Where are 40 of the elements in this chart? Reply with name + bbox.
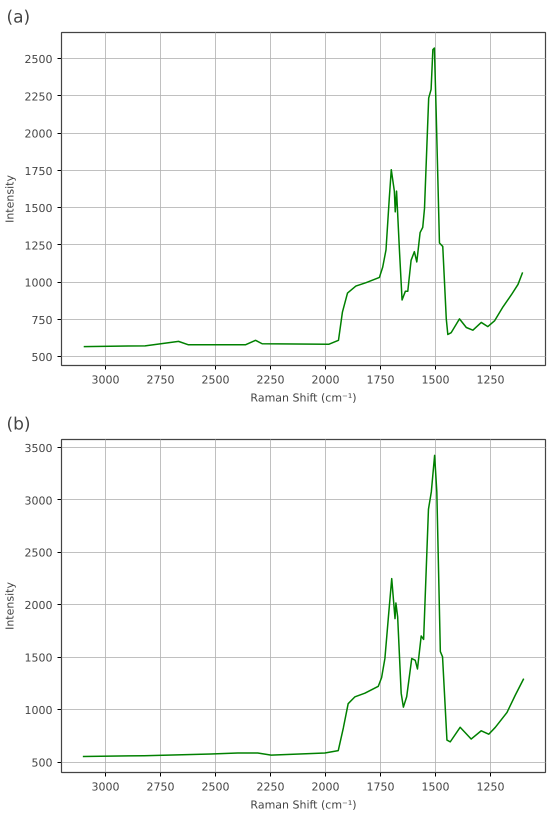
y-tick-label: 1500	[24, 652, 53, 665]
y-tick-label: 2000	[24, 128, 53, 141]
y-tick-label: 2500	[24, 546, 53, 560]
x-tick-label: 2250	[256, 780, 285, 794]
x-tick-label: 1500	[422, 374, 450, 386]
x-tick-label: 2500	[202, 780, 230, 794]
y-tick-label: 2250	[24, 90, 53, 104]
x-axis-title: Raman Shift (cm⁻¹)	[250, 798, 357, 812]
y-tick-label: 1000	[24, 704, 53, 718]
chart-title: (a)	[6, 8, 30, 28]
line-series	[82, 454, 524, 758]
x-tick-label: 1500	[422, 780, 450, 794]
y-tick-label: 500	[32, 351, 53, 364]
line-series	[82, 47, 524, 348]
y-tick-label: 3000	[24, 494, 53, 508]
x-tick-label: 1750	[366, 780, 395, 794]
y-tick-label: 3500	[24, 442, 53, 455]
y-tick-label: 2500	[24, 53, 53, 66]
x-tick-label: 2750	[146, 374, 175, 386]
y-tick-label: 750	[32, 314, 53, 327]
x-axis-title: Raman Shift (cm⁻¹)	[250, 392, 357, 404]
x-tick-label: 3000	[92, 780, 120, 794]
chart-title: (b)	[6, 414, 31, 434]
x-tick-label: 1250	[476, 780, 505, 794]
x-tick-label: 2000	[312, 780, 340, 794]
y-tick-label: 2000	[24, 599, 53, 612]
y-tick-label: 1500	[24, 202, 53, 216]
x-tick-label: 1750	[366, 374, 395, 386]
x-tick-label: 1250	[476, 374, 505, 386]
y-tick-label: 1750	[24, 164, 53, 178]
y-tick-label: 1250	[24, 239, 53, 252]
x-tick-label: 2500	[202, 374, 230, 386]
x-tick-label: 2000	[312, 374, 340, 386]
y-tick-label: 1000	[24, 276, 53, 290]
x-tick-label: 2250	[256, 374, 285, 386]
y-tick-label: 500	[32, 756, 53, 770]
y-axis-title: Intensity	[4, 582, 17, 630]
x-tick-label: 2750	[146, 780, 175, 794]
x-tick-label: 3000	[92, 374, 120, 386]
y-axis-title: Intensity	[4, 174, 17, 223]
